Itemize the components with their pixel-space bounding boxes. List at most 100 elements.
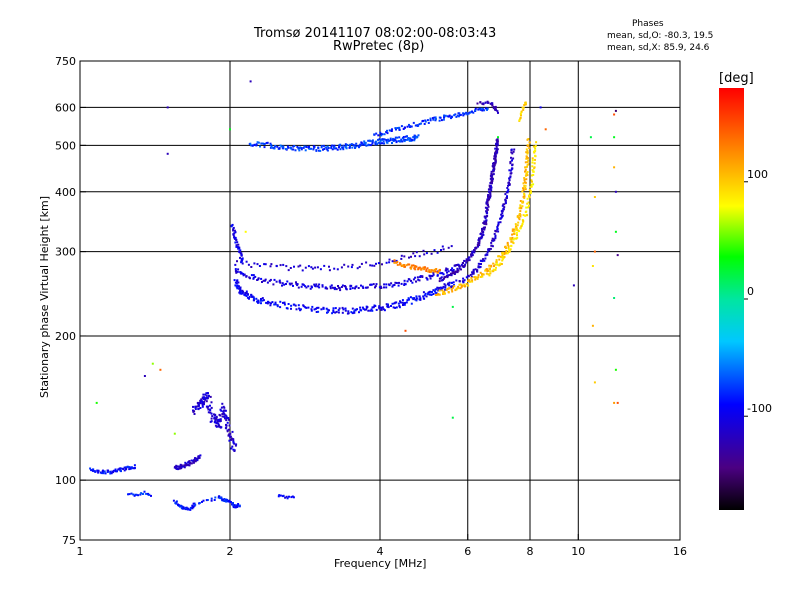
data-point (516, 229, 519, 232)
data-point (509, 238, 512, 241)
data-point (315, 283, 318, 286)
data-point (334, 307, 337, 310)
data-point (214, 424, 217, 427)
data-point (613, 136, 616, 139)
data-point (589, 136, 592, 139)
data-point (222, 410, 225, 413)
data-point (418, 279, 421, 282)
data-point (120, 470, 122, 473)
data-point (304, 266, 307, 269)
data-point (503, 256, 506, 258)
data-point (259, 299, 262, 302)
data-point (175, 464, 178, 467)
data-point (526, 214, 529, 217)
data-point (418, 123, 421, 126)
data-point (266, 141, 269, 144)
data-point (506, 196, 508, 199)
data-point (495, 109, 498, 112)
data-point (214, 421, 217, 424)
data-point (216, 420, 219, 423)
data-point (438, 293, 441, 296)
data-point (305, 286, 308, 289)
data-point (504, 198, 507, 201)
data-point (511, 233, 514, 236)
data-point (345, 146, 348, 149)
data-point (197, 455, 200, 458)
data-point (233, 237, 236, 240)
data-point (495, 145, 498, 148)
data-point (496, 151, 499, 154)
data-point (102, 469, 104, 472)
data-point (356, 267, 359, 270)
data-point (270, 263, 273, 266)
data-point (458, 267, 461, 270)
data-point (282, 263, 285, 266)
data-point (512, 242, 515, 245)
data-point (331, 144, 334, 147)
data-point (260, 298, 262, 300)
data-point (467, 112, 470, 115)
data-point (260, 277, 263, 280)
data-point (475, 277, 478, 279)
data-point (209, 395, 212, 398)
data-point (397, 284, 400, 287)
data-point (496, 138, 499, 141)
data-point (133, 466, 136, 469)
data-point (245, 290, 248, 293)
data-point (424, 119, 427, 122)
data-point (233, 504, 236, 507)
data-point (279, 264, 282, 267)
data-point (338, 146, 340, 149)
data-point (373, 304, 376, 307)
y-tick-label: 600 (55, 101, 76, 114)
data-point (263, 146, 266, 149)
data-point (443, 114, 446, 117)
data-point (284, 496, 287, 499)
data-point (533, 167, 536, 170)
data-point (526, 202, 529, 205)
colorbar-tick-label: 100 (747, 168, 768, 181)
data-point (524, 187, 527, 189)
data-point (100, 472, 103, 475)
data-point (237, 503, 240, 505)
data-point (313, 283, 316, 286)
data-point (240, 272, 243, 275)
data-point (256, 300, 258, 303)
data-point (362, 143, 365, 146)
data-point (403, 282, 406, 285)
data-point (482, 227, 485, 230)
data-point (495, 266, 497, 269)
data-point (237, 247, 240, 250)
data-point (239, 256, 241, 259)
data-point (234, 263, 237, 266)
data-point (452, 281, 455, 284)
data-point (346, 143, 349, 146)
data-point (401, 140, 404, 143)
data-point (371, 309, 374, 312)
data-point (478, 244, 481, 247)
data-point (236, 260, 238, 263)
data-point (232, 506, 235, 509)
data-point (487, 196, 490, 199)
data-point (175, 501, 178, 504)
data-point (434, 119, 437, 122)
data-point (226, 430, 229, 433)
data-point (486, 198, 489, 201)
data-point (311, 286, 313, 289)
data-point (504, 202, 507, 205)
data-point (444, 284, 447, 287)
data-point (442, 273, 445, 276)
data-point (313, 284, 316, 287)
data-point (512, 228, 515, 231)
data-point (315, 311, 318, 313)
data-point (522, 108, 525, 111)
data-point (332, 311, 335, 313)
data-point (514, 237, 517, 240)
phase-x-label: mean, sd,X: (607, 43, 661, 53)
data-point (492, 268, 495, 271)
data-point (439, 272, 442, 275)
data-point (337, 309, 340, 312)
data-point (319, 268, 322, 271)
data-point (383, 283, 386, 286)
data-point (431, 117, 434, 120)
